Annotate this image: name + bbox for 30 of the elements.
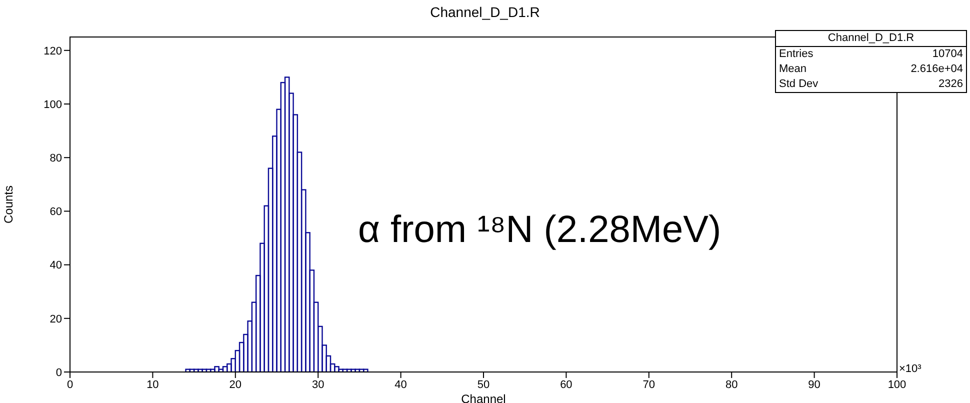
y-tick-label: 0 — [56, 366, 62, 379]
x-tick-label: 50 — [477, 378, 490, 391]
x-tick-label: 90 — [808, 378, 820, 391]
y-tick-label: 120 — [44, 45, 62, 58]
annotation: α from ¹⁸N (2.28MeV) — [358, 209, 722, 251]
annotation: Channel_D_D1.R — [776, 31, 966, 47]
x-tick-label: 20 — [229, 378, 242, 391]
x-tick-label: 60 — [560, 378, 572, 391]
text: 10704 — [932, 47, 963, 62]
y-axis-title: Counts — [1, 185, 16, 224]
x-tick-label: 100 — [888, 378, 906, 391]
x-tick-label: 40 — [394, 378, 407, 391]
x-tick-label: 0 — [66, 378, 74, 391]
y-tick-label: 20 — [50, 313, 62, 326]
text: 2.616e+04 — [910, 62, 963, 77]
annotation: Mean — [779, 62, 807, 77]
text: ×10³ — [899, 363, 922, 375]
annotation: Std Dev — [779, 77, 818, 92]
x-tick-label: 80 — [725, 378, 738, 391]
y-tick-label: 60 — [50, 206, 62, 218]
x-tick-label: 70 — [642, 378, 656, 391]
x-axis-title: Channel — [461, 392, 506, 403]
x-tick-label: 10 — [146, 378, 159, 391]
y-tick-label: 40 — [50, 260, 62, 272]
text: 2326 — [938, 77, 963, 92]
chart-title: Channel_D_D1.R — [429, 4, 541, 20]
annotation: Entries — [779, 47, 814, 62]
x-tick-label: 30 — [312, 378, 324, 391]
y-tick-label: 100 — [44, 98, 62, 111]
y-tick-label: 80 — [50, 152, 62, 165]
